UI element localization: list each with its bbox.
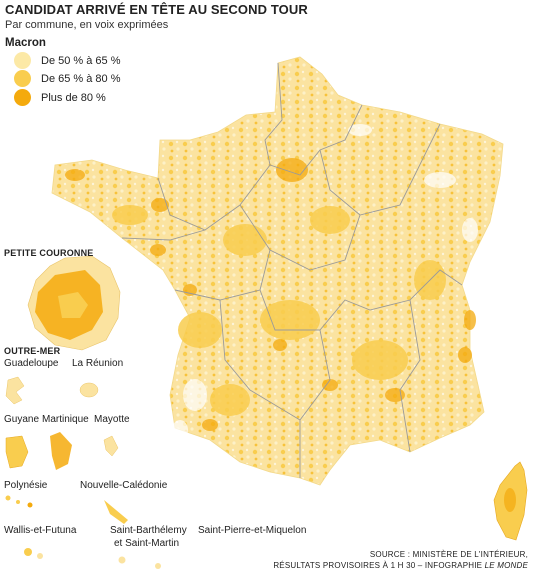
legend-label-50-65: De 50 % à 65 %: [41, 54, 121, 67]
saint-barth-shape: [118, 556, 126, 564]
petite-couronne-label: PETITE COURONNE: [4, 248, 94, 258]
legend-swatch-light: [14, 52, 31, 69]
mayotte-shape: [103, 435, 119, 457]
polynesie-shape-3: [27, 502, 33, 508]
source-line-1: SOURCE : MINISTÈRE DE L'INTÉRIEUR,: [369, 550, 528, 559]
source-line-2-prefix: RÉSULTATS PROVISOIRES À 1 H 30 – INFOGRA…: [273, 561, 485, 570]
guyane-shape: [5, 435, 29, 469]
legend-item-80-plus: Plus de 80 %: [14, 89, 106, 106]
label-nouvelle-caledonie: Nouvelle-Calédonie: [80, 480, 168, 491]
label-reunion: La Réunion: [72, 358, 124, 369]
dark-patches: [65, 158, 476, 431]
legend-label-65-80: De 65 % à 80 %: [41, 72, 121, 85]
outre-mer-label: OUTRE-MER: [4, 346, 61, 356]
saint-martin-shape: [155, 563, 161, 569]
region-borders: [121, 62, 463, 478]
overseas-shapes: [5, 376, 161, 569]
wallis-shape-2: [37, 553, 43, 559]
reunion-shape: [79, 382, 99, 398]
label-saint-martin: et Saint-Martin: [114, 538, 180, 549]
label-martinique: Martinique: [42, 414, 89, 425]
legend-label-80-plus: Plus de 80 %: [41, 91, 106, 104]
wallis-shape-1: [24, 548, 32, 556]
map-title: CANDIDAT ARRIVÉ EN TÊTE AU SECOND TOUR: [5, 2, 308, 17]
legend-title: Macron: [5, 37, 46, 49]
legend-item-50-65: De 50 % à 65 %: [14, 52, 121, 69]
source-publisher: LE MONDE: [484, 561, 528, 570]
source-line-2: RÉSULTATS PROVISOIRES À 1 H 30 – INFOGRA…: [273, 560, 528, 571]
label-polynesie: Polynésie: [4, 480, 48, 491]
legend-swatch-dark: [14, 89, 31, 106]
light-patches: [172, 124, 478, 440]
nouvelle-caledonie-shape: [104, 500, 128, 524]
source-credit: SOURCE : MINISTÈRE DE L'INTÉRIEUR, RÉSUL…: [273, 549, 528, 571]
label-saint-pierre: Saint-Pierre-et-Miquelon: [198, 525, 307, 536]
label-mayotte: Mayotte: [94, 414, 130, 425]
label-guyane: Guyane: [4, 414, 40, 425]
corsica-patch: [504, 488, 516, 512]
legend-item-65-80: De 65 % à 80 %: [14, 70, 121, 87]
guadeloupe-shape: [5, 376, 25, 405]
polynesie-shape-1: [5, 495, 11, 501]
legend-swatch-medium: [14, 70, 31, 87]
label-guadeloupe: Guadeloupe: [4, 358, 59, 369]
map-subtitle: Par commune, en voix exprimées: [5, 19, 169, 31]
martinique-shape: [50, 432, 72, 470]
label-saint-barthelemy: Saint-Barthélemy: [110, 525, 187, 536]
paris-core: [58, 292, 88, 318]
polynesie-shape-2: [16, 500, 20, 504]
label-wallis: Wallis-et-Futuna: [4, 525, 77, 536]
